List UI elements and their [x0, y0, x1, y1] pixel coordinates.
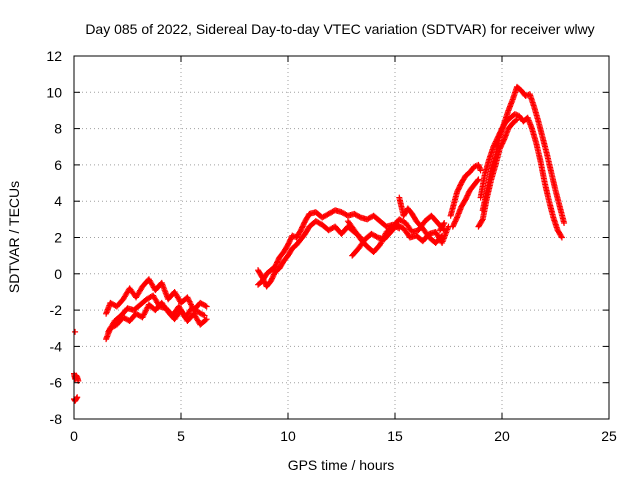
data-point — [477, 167, 484, 174]
data-point — [200, 311, 207, 318]
y-tick-label: 10 — [46, 84, 62, 100]
x-tick-label: 15 — [387, 428, 403, 444]
data-points — [71, 83, 568, 404]
data-point — [453, 215, 460, 222]
data-point — [558, 233, 565, 240]
data-point — [438, 233, 445, 240]
data-point — [202, 302, 209, 309]
y-tick-labels: -8 -6 -4 -2 0 2 4 6 8 10 12 — [46, 48, 62, 427]
y-tick-label: 2 — [54, 230, 62, 246]
x-tick-label: 0 — [70, 428, 78, 444]
y-tick-label: 0 — [54, 266, 62, 282]
y-tick-label: 8 — [54, 121, 62, 137]
grid-lines — [74, 56, 609, 419]
x-tick-label: 5 — [177, 428, 185, 444]
chart-title: Day 085 of 2022, Sidereal Day-to-day VTE… — [85, 21, 594, 37]
data-point — [558, 234, 565, 241]
y-tick-label: -2 — [50, 302, 63, 318]
data-point — [440, 221, 447, 228]
data-point — [513, 116, 520, 123]
data-point — [561, 219, 568, 226]
data-point — [479, 217, 486, 224]
y-tick-label: 4 — [54, 193, 62, 209]
y-tick-label: -8 — [50, 411, 63, 427]
data-point — [74, 394, 81, 401]
x-tick-label: 10 — [280, 428, 296, 444]
axis-ticks — [73, 55, 610, 420]
data-point — [512, 117, 519, 124]
y-tick-label: -4 — [50, 338, 63, 354]
data-point — [202, 317, 209, 324]
data-point — [203, 303, 210, 310]
data-point — [500, 137, 507, 144]
y-tick-label: -6 — [50, 375, 63, 391]
y-tick-label: 6 — [54, 157, 62, 173]
data-point — [201, 312, 208, 319]
data-point — [203, 316, 210, 323]
data-point — [475, 176, 482, 183]
data-point — [439, 232, 446, 239]
x-tick-labels: 0 5 10 15 20 25 — [70, 428, 617, 444]
y-tick-label: 12 — [46, 48, 62, 64]
data-point — [474, 177, 481, 184]
x-tick-label: 20 — [494, 428, 510, 444]
data-point — [441, 219, 448, 226]
y-axis-label: SDTVAR / TECUs — [6, 181, 22, 293]
x-axis-label: GPS time / hours — [288, 457, 395, 473]
x-tick-label: 25 — [601, 428, 617, 444]
data-point — [72, 328, 79, 335]
